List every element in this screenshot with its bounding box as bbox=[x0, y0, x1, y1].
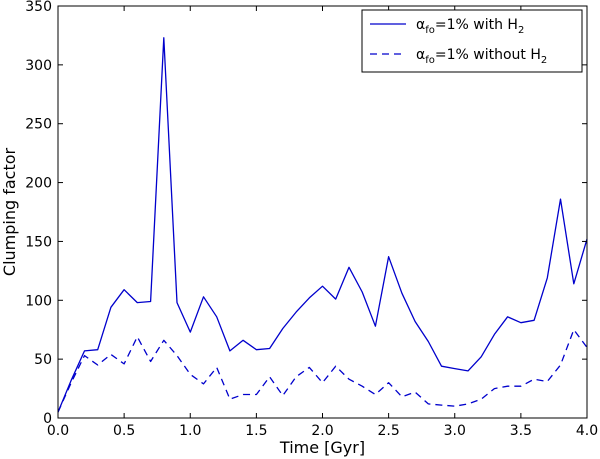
x-axis-label: Time [Gyr] bbox=[279, 438, 365, 457]
x-tick-label: 2.0 bbox=[311, 423, 333, 439]
x-tick-label: 2.5 bbox=[377, 423, 399, 439]
x-tick-label: 3.0 bbox=[444, 423, 466, 439]
series-line-with-h2 bbox=[57, 37, 588, 413]
legend-alpha-without-h2: α bbox=[416, 47, 425, 63]
y-tick-label: 150 bbox=[25, 234, 52, 250]
y-tick-label: 300 bbox=[25, 58, 52, 74]
x-tick-label: 4.0 bbox=[576, 423, 598, 439]
legend-rest-without-h2: =1% without H bbox=[435, 47, 541, 63]
legend-sub2-without-h2: 2 bbox=[541, 55, 547, 66]
x-tick-label: 3.5 bbox=[510, 423, 532, 439]
series-layer bbox=[57, 37, 588, 413]
legend-label-without-h2: αfo=1% without H2 bbox=[416, 47, 547, 66]
x-tick-label: 1.5 bbox=[245, 423, 267, 439]
x-tick-label: 0.5 bbox=[113, 423, 135, 439]
y-tick-label: 0 bbox=[43, 411, 52, 427]
legend-sub-with-h2: fo bbox=[425, 25, 435, 36]
legend-rest-with-h2: =1% with H bbox=[435, 17, 518, 33]
ticks-layer: 0.0 0.5 1.0 1.5 2.0 2.5 3.0 3.5 4.0 0 50 100 150 200 2… bbox=[25, 0, 598, 439]
legend-sub2-with-h2: 2 bbox=[518, 25, 524, 36]
legend-box bbox=[361, 9, 583, 73]
x-tick-label: 0.0 bbox=[47, 423, 69, 439]
series-line-without-h2 bbox=[57, 329, 588, 413]
legend-label-with-h2: αfo=1% with H2 bbox=[416, 17, 524, 36]
x-tick-label: 1.0 bbox=[179, 423, 201, 439]
y-tick-label: 200 bbox=[25, 176, 52, 192]
legend-sub-without-h2: fo bbox=[425, 55, 435, 66]
y-tick-label: 350 bbox=[25, 0, 52, 15]
y-tick-label: 50 bbox=[34, 352, 52, 368]
y-tick-label: 250 bbox=[25, 117, 52, 133]
y-axis-label: Clumping factor bbox=[0, 147, 19, 276]
legend-alpha-with-h2: α bbox=[416, 17, 425, 33]
legend: αfo=1% with H2 αfo=1% without H2 bbox=[361, 9, 583, 73]
y-tick-label: 100 bbox=[25, 293, 52, 309]
